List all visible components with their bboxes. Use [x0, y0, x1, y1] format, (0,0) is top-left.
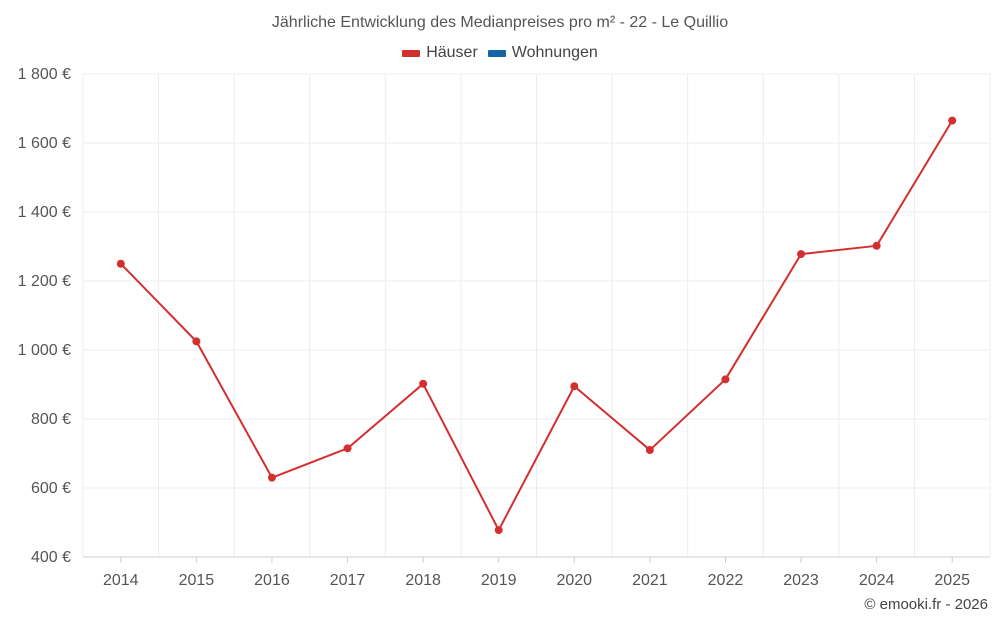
grid-lines [82, 73, 991, 557]
legend-item-haeuser[interactable]: Häuser [402, 44, 478, 62]
data-point [494, 526, 503, 535]
x-tick-label: 2016 [254, 572, 290, 589]
chart-title: Jährliche Entwicklung des Medianpreises … [271, 14, 729, 31]
legend-swatch-haeuser [402, 49, 421, 57]
data-point [116, 259, 125, 268]
legend-label-wohnungen: Wohnungen [511, 44, 598, 61]
y-tick-label: 400 € [31, 549, 71, 566]
series-line-0 [120, 120, 954, 532]
y-tick-label: 1 800 € [18, 66, 71, 83]
y-tick-label: 600 € [31, 480, 71, 497]
y-tick-label: 1 000 € [18, 342, 71, 359]
data-point [570, 382, 579, 391]
data-point [872, 241, 881, 250]
data-point [645, 446, 654, 455]
axes: 400 € 600 € 800 € 1 000 € 1 200 € 1 400 € 1 60… [18, 66, 990, 589]
y-tick-label: 1 200 € [18, 273, 71, 290]
data-point [948, 116, 957, 125]
x-tick-label: 2020 [556, 572, 592, 589]
x-tick-label: 2014 [103, 572, 139, 589]
x-tick-label: 2015 [179, 572, 215, 589]
y-tick-label: 800 € [31, 411, 71, 428]
legend-label-haeuser: Häuser [426, 44, 478, 61]
x-tick-label: 2025 [934, 572, 970, 589]
y-tick-label: 1 400 € [18, 204, 71, 221]
series-haeuser [116, 116, 957, 535]
y-tick-label: 1 600 € [18, 135, 71, 152]
data-point [721, 375, 730, 384]
x-tick-label: 2022 [708, 572, 744, 589]
x-tick-label: 2023 [783, 572, 819, 589]
x-tick-label: 2017 [330, 572, 366, 589]
x-tick-label: 2021 [632, 572, 668, 589]
data-point [797, 250, 806, 259]
copyright-credit: © emooki.fr - 2026 [864, 596, 988, 613]
x-tick-label: 2018 [405, 572, 441, 589]
x-tick-label: 2019 [481, 572, 517, 589]
legend-swatch-wohnungen [487, 49, 506, 57]
x-tick-label: 2024 [859, 572, 895, 589]
data-point [192, 337, 201, 346]
data-point [419, 379, 428, 388]
data-point [343, 444, 352, 453]
legend-item-wohnungen[interactable]: Wohnungen [487, 44, 598, 62]
legend: Häuser Wohnungen [0, 44, 1000, 62]
data-point [267, 473, 276, 482]
